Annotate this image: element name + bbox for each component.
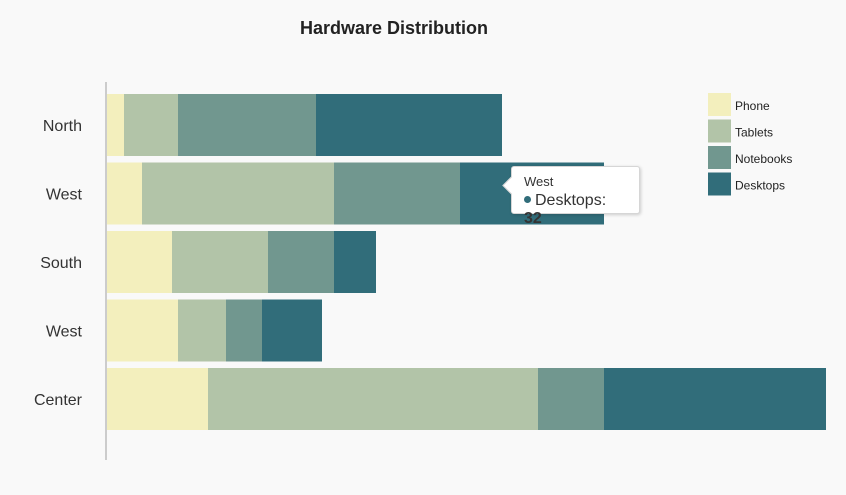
bar-south-tablets[interactable] [172,231,268,293]
category-label-west: West [46,187,83,204]
category-label-south: South [40,255,82,272]
tooltip-title: West [524,174,554,189]
category-labels: North West South West Center [34,118,83,409]
bar-center-phone[interactable] [106,368,208,430]
bar-west-desktops[interactable] [262,299,322,362]
bar-south-phone[interactable] [106,231,172,293]
chart-title: Hardware Distribution [299,18,489,38]
bar-west-phone[interactable] [106,162,142,225]
legend-label-desktops[interactable]: Desktops [735,179,785,193]
category-label-west: West [46,324,83,341]
tooltip-value: 32 [524,210,542,227]
bar-north-tablets[interactable] [124,94,178,156]
legend-swatch-tablets[interactable] [708,119,731,143]
legend-label-phone[interactable]: Phone [735,99,770,113]
bar-center-notebooks[interactable] [538,368,604,430]
bar-north-phone[interactable] [106,94,124,156]
legend-swatch-phone[interactable] [708,93,731,116]
category-label-north: North [43,118,82,135]
bar-west-tablets[interactable] [178,299,226,362]
legend: Phone Tablets Notebooks Desktops [708,93,792,196]
tooltip-series-dot [524,196,531,203]
legend-label-notebooks[interactable]: Notebooks [735,152,792,166]
category-label-center: Center [34,392,83,409]
bar-west-phone[interactable] [106,299,178,362]
legend-swatch-desktops[interactable] [708,172,731,196]
bar-north-notebooks[interactable] [178,94,316,156]
bar-center-desktops[interactable] [604,368,826,430]
bar-west-notebooks[interactable] [226,299,262,362]
bar-south-notebooks[interactable] [268,231,334,293]
tooltip-row: Desktops: 32 [524,192,627,228]
bar-center-tablets[interactable] [208,368,538,430]
legend-swatch-notebooks[interactable] [708,146,731,169]
tooltip-separator: : [601,192,607,209]
bar-north-desktops[interactable] [316,94,502,156]
tooltip: West Desktops: 32 [502,166,640,227]
bar-south-desktops[interactable] [334,231,376,293]
bar-west-notebooks[interactable] [334,162,460,225]
bars-layer [106,94,826,430]
tooltip-series-name: Desktops [535,192,602,209]
bar-west-tablets[interactable] [142,162,334,225]
legend-label-tablets[interactable]: Tablets [735,126,773,140]
